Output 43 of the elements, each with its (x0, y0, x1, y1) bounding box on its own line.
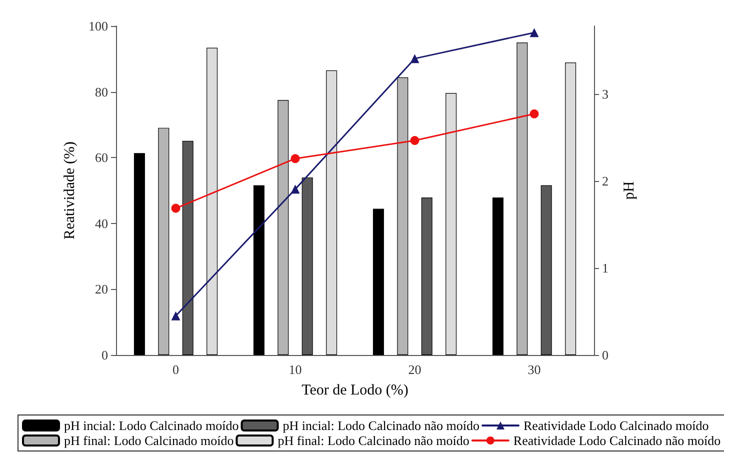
y2-tick-label: 2 (602, 173, 608, 188)
legend-label: pH final: Lodo Calcinado não moído (278, 433, 470, 448)
x-tick-label: 30 (528, 362, 541, 377)
bar (206, 48, 218, 355)
y-tick-label: 80 (95, 84, 108, 100)
y2-tick-label: 0 (602, 348, 608, 362)
point (530, 28, 539, 38)
bar (158, 128, 170, 355)
x-axis-title: Teor de Lodo (%) (302, 382, 408, 398)
point (171, 204, 180, 213)
bar (372, 208, 384, 355)
legend-label: pH final: Lodo Calcinado moído (64, 433, 234, 448)
y-tick-label: 0 (102, 348, 108, 362)
x-tick-label: 10 (288, 362, 302, 377)
point (410, 136, 420, 145)
bar (565, 62, 576, 355)
bar (326, 70, 338, 355)
bar (492, 197, 504, 355)
y-axis-title: Reatividade (%) (62, 142, 78, 240)
y2-axis-title: pH (622, 181, 638, 200)
y2-tick-label: 3 (602, 86, 608, 102)
legend-label: pH incial: Lodo Calcinado moído (64, 418, 239, 433)
x-tick-label: 0 (172, 362, 179, 377)
y-tick-label: 20 (95, 282, 108, 297)
y-tick-label: 100 (88, 18, 108, 34)
legend-label: pH incial: Lodo Calcinado não moído (282, 418, 480, 433)
point (530, 109, 539, 118)
bar (516, 42, 528, 355)
bar (446, 93, 457, 355)
x-tick-label: 20 (408, 362, 422, 377)
legend-label: Reatividade Lodo Calcinado não moído (513, 433, 721, 448)
bar (397, 77, 408, 355)
bar (134, 153, 145, 355)
bar (253, 185, 264, 355)
y2-tick-label: 1 (602, 260, 608, 276)
y-tick-label: 60 (95, 150, 108, 166)
point (410, 54, 420, 64)
point (290, 184, 300, 194)
bar (278, 100, 289, 355)
legend-label: Reatividade Lodo Calcinado moído (524, 418, 709, 433)
y-tick-label: 40 (95, 216, 108, 231)
point (290, 154, 300, 164)
point (171, 311, 180, 320)
